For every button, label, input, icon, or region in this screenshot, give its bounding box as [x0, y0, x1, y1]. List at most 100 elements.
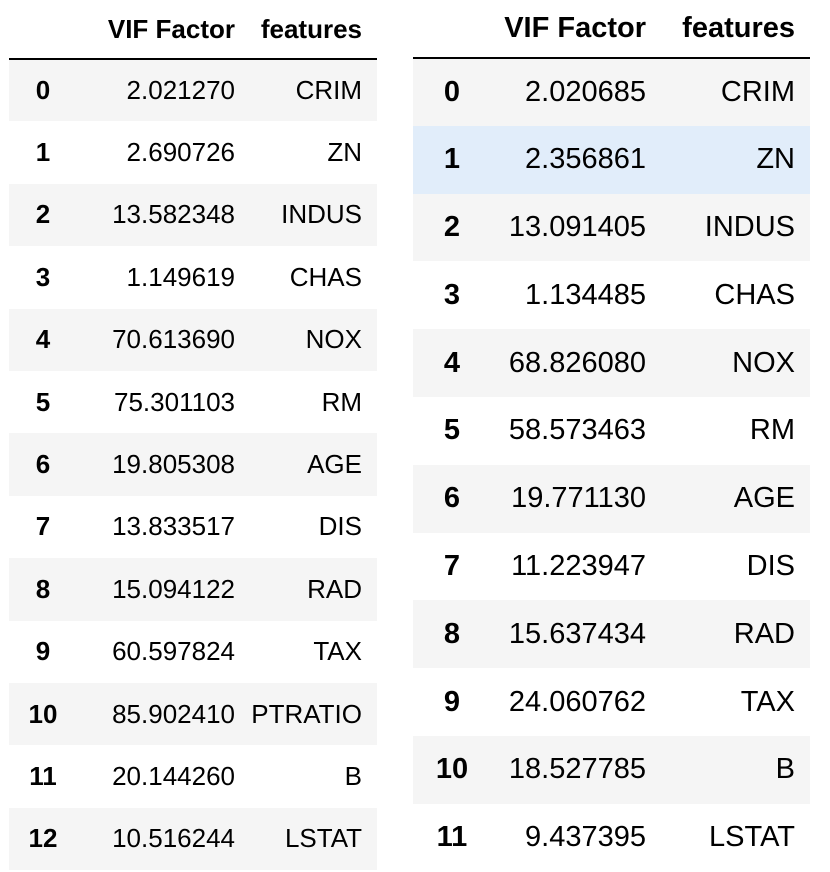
feature-name-cell: RM	[749, 414, 795, 447]
row-index: 11	[29, 760, 57, 791]
table-header: VIF Factor features	[9, 0, 377, 60]
table-row: 7 13.833517 DIS	[9, 496, 377, 558]
row-index: 0	[443, 75, 461, 108]
table-row: 4 68.826080 NOX	[413, 329, 810, 397]
vif-factor-cell: 60.597824	[112, 636, 235, 667]
table-row: 9 24.060762 TAX	[413, 668, 810, 736]
table-row: 8 15.637434 RAD	[413, 600, 810, 669]
feature-name-cell: TAX	[740, 685, 795, 718]
feature-name-cell: LSTAT	[284, 823, 362, 854]
row-index: 8	[443, 617, 461, 650]
table-row: 10 85.902410 PTRATIO	[9, 682, 377, 746]
table-body: 0 2.020685 CRIM 1 2.356861 ZN 2 13.091405 INDUS 3…	[413, 58, 810, 872]
feature-name-cell: TAX	[313, 636, 362, 667]
row-index: 5	[35, 386, 51, 417]
table-row: 11 9.437395 LSTAT	[413, 804, 810, 872]
row-index: 6	[35, 449, 51, 480]
features-column-header: features	[241, 0, 377, 60]
row-index: 4	[35, 324, 51, 355]
vif-factor-column-header: VIF Factor	[77, 0, 241, 60]
index-column-header	[9, 0, 77, 60]
feature-name-cell: DIS	[318, 511, 362, 542]
row-index: 5	[443, 414, 461, 447]
row-index: 11	[436, 821, 468, 854]
feature-name-cell: CRIM	[720, 75, 795, 108]
row-index: 10	[28, 698, 58, 729]
row-index: 2	[35, 199, 51, 230]
row-index: 1	[443, 143, 461, 176]
table-row: 1 2.356861 ZN	[413, 125, 810, 194]
vif-factor-cell: 58.573463	[508, 414, 646, 447]
row-index: 7	[443, 549, 461, 582]
table-body: 0 2.021270 CRIM 1 2.690726 ZN 2 13.582348 INDUS 3…	[9, 59, 377, 871]
feature-name-cell: CRIM	[295, 75, 362, 106]
vif-factor-cell: 19.805308	[112, 449, 235, 480]
table-row: 1 2.690726 ZN	[9, 121, 377, 183]
vif-factor-cell: 2.356861	[525, 143, 646, 176]
vif-table-right: VIF Factor features 0 2.020685 CRIM 1 2.3568…	[413, 0, 810, 872]
table-row: 6 19.805308 AGE	[9, 433, 377, 496]
index-column-header	[413, 0, 491, 59]
row-index: 0	[35, 75, 51, 106]
vif-factor-cell: 68.826080	[508, 346, 646, 379]
features-column-header: features	[661, 0, 810, 59]
table-header: VIF Factor features	[413, 0, 810, 59]
row-index: 9	[443, 685, 461, 718]
row-index: 10	[435, 753, 469, 786]
row-index: 7	[35, 511, 51, 542]
table-row: 0 2.020685 CRIM	[413, 58, 810, 126]
vif-factor-cell: 1.149619	[126, 261, 235, 292]
table-row: 0 2.021270 CRIM	[9, 59, 377, 122]
feature-name-cell: NOX	[305, 324, 362, 355]
feature-name-cell: RAD	[733, 617, 795, 650]
header-row: VIF Factor features	[413, 0, 810, 59]
vif-factor-cell: 2.020685	[525, 75, 646, 108]
table-row: 12 10.516244 LSTAT	[9, 807, 377, 871]
vif-factor-cell: 9.437395	[525, 821, 646, 854]
vif-table-left: VIF Factor features 0 2.021270 CRIM 1 2.6907…	[9, 0, 377, 871]
vif-factor-cell: 2.021270	[126, 75, 235, 106]
row-index: 12	[28, 823, 58, 854]
feature-name-cell: AGE	[307, 449, 362, 480]
feature-name-cell: ZN	[756, 143, 795, 176]
table-row: 5 58.573463 RM	[413, 397, 810, 465]
feature-name-cell: RM	[321, 386, 362, 417]
vif-factor-cell: 85.902410	[112, 698, 235, 729]
table-row: 3 1.134485 CHAS	[413, 261, 810, 329]
row-index: 4	[443, 346, 461, 379]
table-row: 7 11.223947 DIS	[413, 533, 810, 601]
feature-name-cell: RAD	[307, 573, 362, 604]
table-row: 3 1.149619 CHAS	[9, 246, 377, 308]
vif-factor-cell: 2.690726	[126, 137, 235, 168]
feature-name-cell: INDUS	[281, 199, 362, 230]
row-index: 8	[35, 573, 51, 604]
vif-factor-cell: 11.223947	[511, 549, 646, 582]
vif-factor-cell: 75.301103	[114, 386, 235, 417]
vif-factor-cell: 13.091405	[508, 210, 646, 243]
feature-name-cell: INDUS	[704, 210, 795, 243]
feature-name-cell: NOX	[732, 346, 795, 379]
table-row: 2 13.091405 INDUS	[413, 193, 810, 262]
feature-name-cell: ZN	[327, 137, 362, 168]
feature-name-cell: AGE	[733, 482, 795, 515]
row-index: 9	[35, 636, 51, 667]
vif-factor-cell: 20.144260	[112, 760, 235, 791]
vif-factor-cell: 19.771130	[511, 482, 646, 515]
vif-factor-cell: 1.134485	[525, 278, 646, 311]
row-index: 3	[35, 261, 51, 292]
feature-name-cell: CHAS	[714, 278, 795, 311]
table-row: 2 13.582348 INDUS	[9, 183, 377, 247]
vif-factor-cell: 10.516244	[112, 823, 235, 854]
vif-factor-cell: 15.094122	[112, 573, 235, 604]
vif-factor-cell: 70.613690	[112, 324, 235, 355]
vif-factor-cell: 13.582348	[112, 199, 235, 230]
table-row: 10 18.527785 B	[413, 735, 810, 804]
row-index: 6	[443, 482, 461, 515]
vif-factor-cell: 15.637434	[508, 617, 646, 650]
feature-name-cell: DIS	[746, 549, 795, 582]
row-index: 3	[443, 278, 461, 311]
table-row: 9 60.597824 TAX	[9, 621, 377, 683]
row-index: 1	[35, 137, 51, 168]
feature-name-cell: B	[775, 753, 795, 786]
feature-name-cell: LSTAT	[709, 821, 795, 854]
